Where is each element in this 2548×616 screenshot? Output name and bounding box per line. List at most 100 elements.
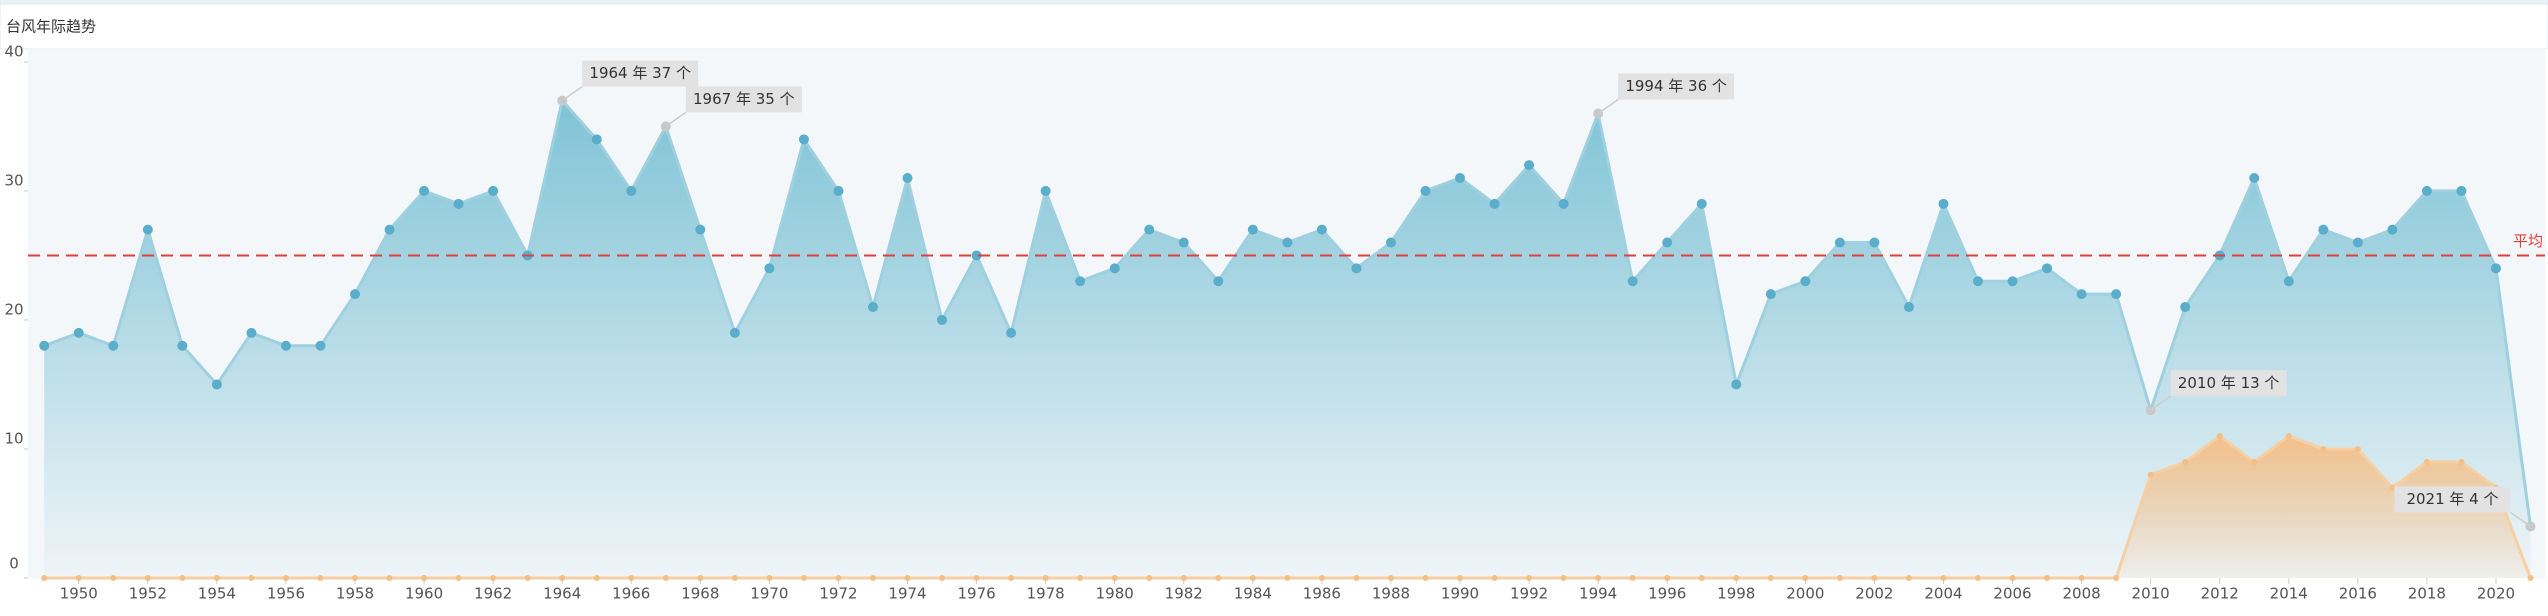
x-tick-label: 1998 xyxy=(1717,585,1755,603)
x-tick-label: 1988 xyxy=(1372,585,1410,603)
point xyxy=(421,575,428,581)
point xyxy=(2111,289,2122,300)
point xyxy=(1042,575,1049,581)
point xyxy=(455,575,462,581)
x-tick-label: 2002 xyxy=(1855,585,1893,603)
point xyxy=(1938,198,1949,209)
point xyxy=(800,575,807,581)
x-tick-label: 1966 xyxy=(612,585,650,603)
point xyxy=(2423,458,2430,465)
point xyxy=(2283,276,2294,287)
point xyxy=(1109,263,1120,274)
x-tick-label: 2006 xyxy=(1993,585,2031,603)
y-tick-label: 0 xyxy=(9,555,19,573)
annotation-box xyxy=(2394,486,2511,513)
point xyxy=(2458,458,2465,465)
point xyxy=(973,575,980,581)
x-tick-label: 1950 xyxy=(60,585,98,603)
point xyxy=(835,575,842,581)
point xyxy=(833,185,844,196)
point xyxy=(1111,575,1118,581)
point xyxy=(213,575,220,581)
point xyxy=(317,575,324,581)
point xyxy=(904,575,911,581)
point xyxy=(41,575,48,581)
point xyxy=(1351,263,1362,274)
point xyxy=(352,575,359,581)
x-tick-label: 1996 xyxy=(1648,585,1686,603)
y-tick-label: 40 xyxy=(4,42,23,60)
point xyxy=(660,121,671,132)
point xyxy=(1698,575,1705,581)
annotation-leader xyxy=(2510,511,2531,528)
point xyxy=(419,185,430,196)
point xyxy=(315,340,326,351)
point xyxy=(1974,575,1981,581)
point xyxy=(1491,575,1498,581)
point xyxy=(2251,458,2258,465)
annotation-box xyxy=(1618,73,1735,100)
point xyxy=(2527,575,2534,581)
point xyxy=(1560,575,1567,581)
point xyxy=(869,575,876,581)
point xyxy=(937,314,948,325)
annotation-leader xyxy=(665,111,687,128)
point xyxy=(282,575,289,581)
point xyxy=(1422,575,1429,581)
annotation-box xyxy=(685,86,802,113)
point xyxy=(2078,575,2085,581)
point xyxy=(1353,575,1360,581)
point xyxy=(1662,237,1673,248)
point xyxy=(1282,237,1293,248)
point xyxy=(1836,575,1843,581)
point xyxy=(2042,263,2053,274)
point xyxy=(384,224,395,235)
x-tick-label: 1994 xyxy=(1579,585,1617,603)
point xyxy=(177,340,188,351)
point xyxy=(211,379,222,390)
point xyxy=(2387,224,2398,235)
point xyxy=(2249,173,2260,184)
area-fill xyxy=(44,436,2531,578)
x-tick-label: 2012 xyxy=(2201,585,2239,603)
point xyxy=(798,134,809,145)
point xyxy=(662,575,669,581)
point xyxy=(2180,302,2191,313)
point xyxy=(1526,575,1533,581)
point xyxy=(1146,575,1153,581)
point xyxy=(2421,185,2432,196)
point xyxy=(2285,433,2292,440)
point xyxy=(453,198,464,209)
point xyxy=(1249,575,1256,581)
point xyxy=(2007,276,2018,287)
point xyxy=(697,575,704,581)
x-tick-label: 1958 xyxy=(336,585,374,603)
point xyxy=(524,575,531,581)
point xyxy=(1972,276,1983,287)
point xyxy=(971,250,982,261)
point xyxy=(1316,224,1327,235)
point xyxy=(1284,575,1291,581)
x-tick-label: 1986 xyxy=(1303,585,1341,603)
point xyxy=(2352,237,2363,248)
point xyxy=(902,173,913,184)
point xyxy=(1040,185,1051,196)
point xyxy=(1180,575,1187,581)
x-tick-label: 1992 xyxy=(1510,585,1548,603)
point xyxy=(142,224,153,235)
point xyxy=(179,575,186,581)
point xyxy=(626,185,637,196)
point xyxy=(593,575,600,581)
x-tick-label: 2008 xyxy=(2062,585,2100,603)
x-tick-label: 1954 xyxy=(198,585,236,603)
panel-title: 台风年际趋势 xyxy=(6,18,96,36)
point xyxy=(1869,237,1880,248)
annotation-text: 2010 年 13 个 xyxy=(2178,374,2280,392)
point xyxy=(1767,575,1774,581)
point xyxy=(280,340,291,351)
point xyxy=(591,134,602,145)
x-tick-label: 2004 xyxy=(1924,585,1962,603)
point xyxy=(1834,237,1845,248)
point xyxy=(1558,198,1569,209)
annotation-box xyxy=(2170,370,2287,397)
